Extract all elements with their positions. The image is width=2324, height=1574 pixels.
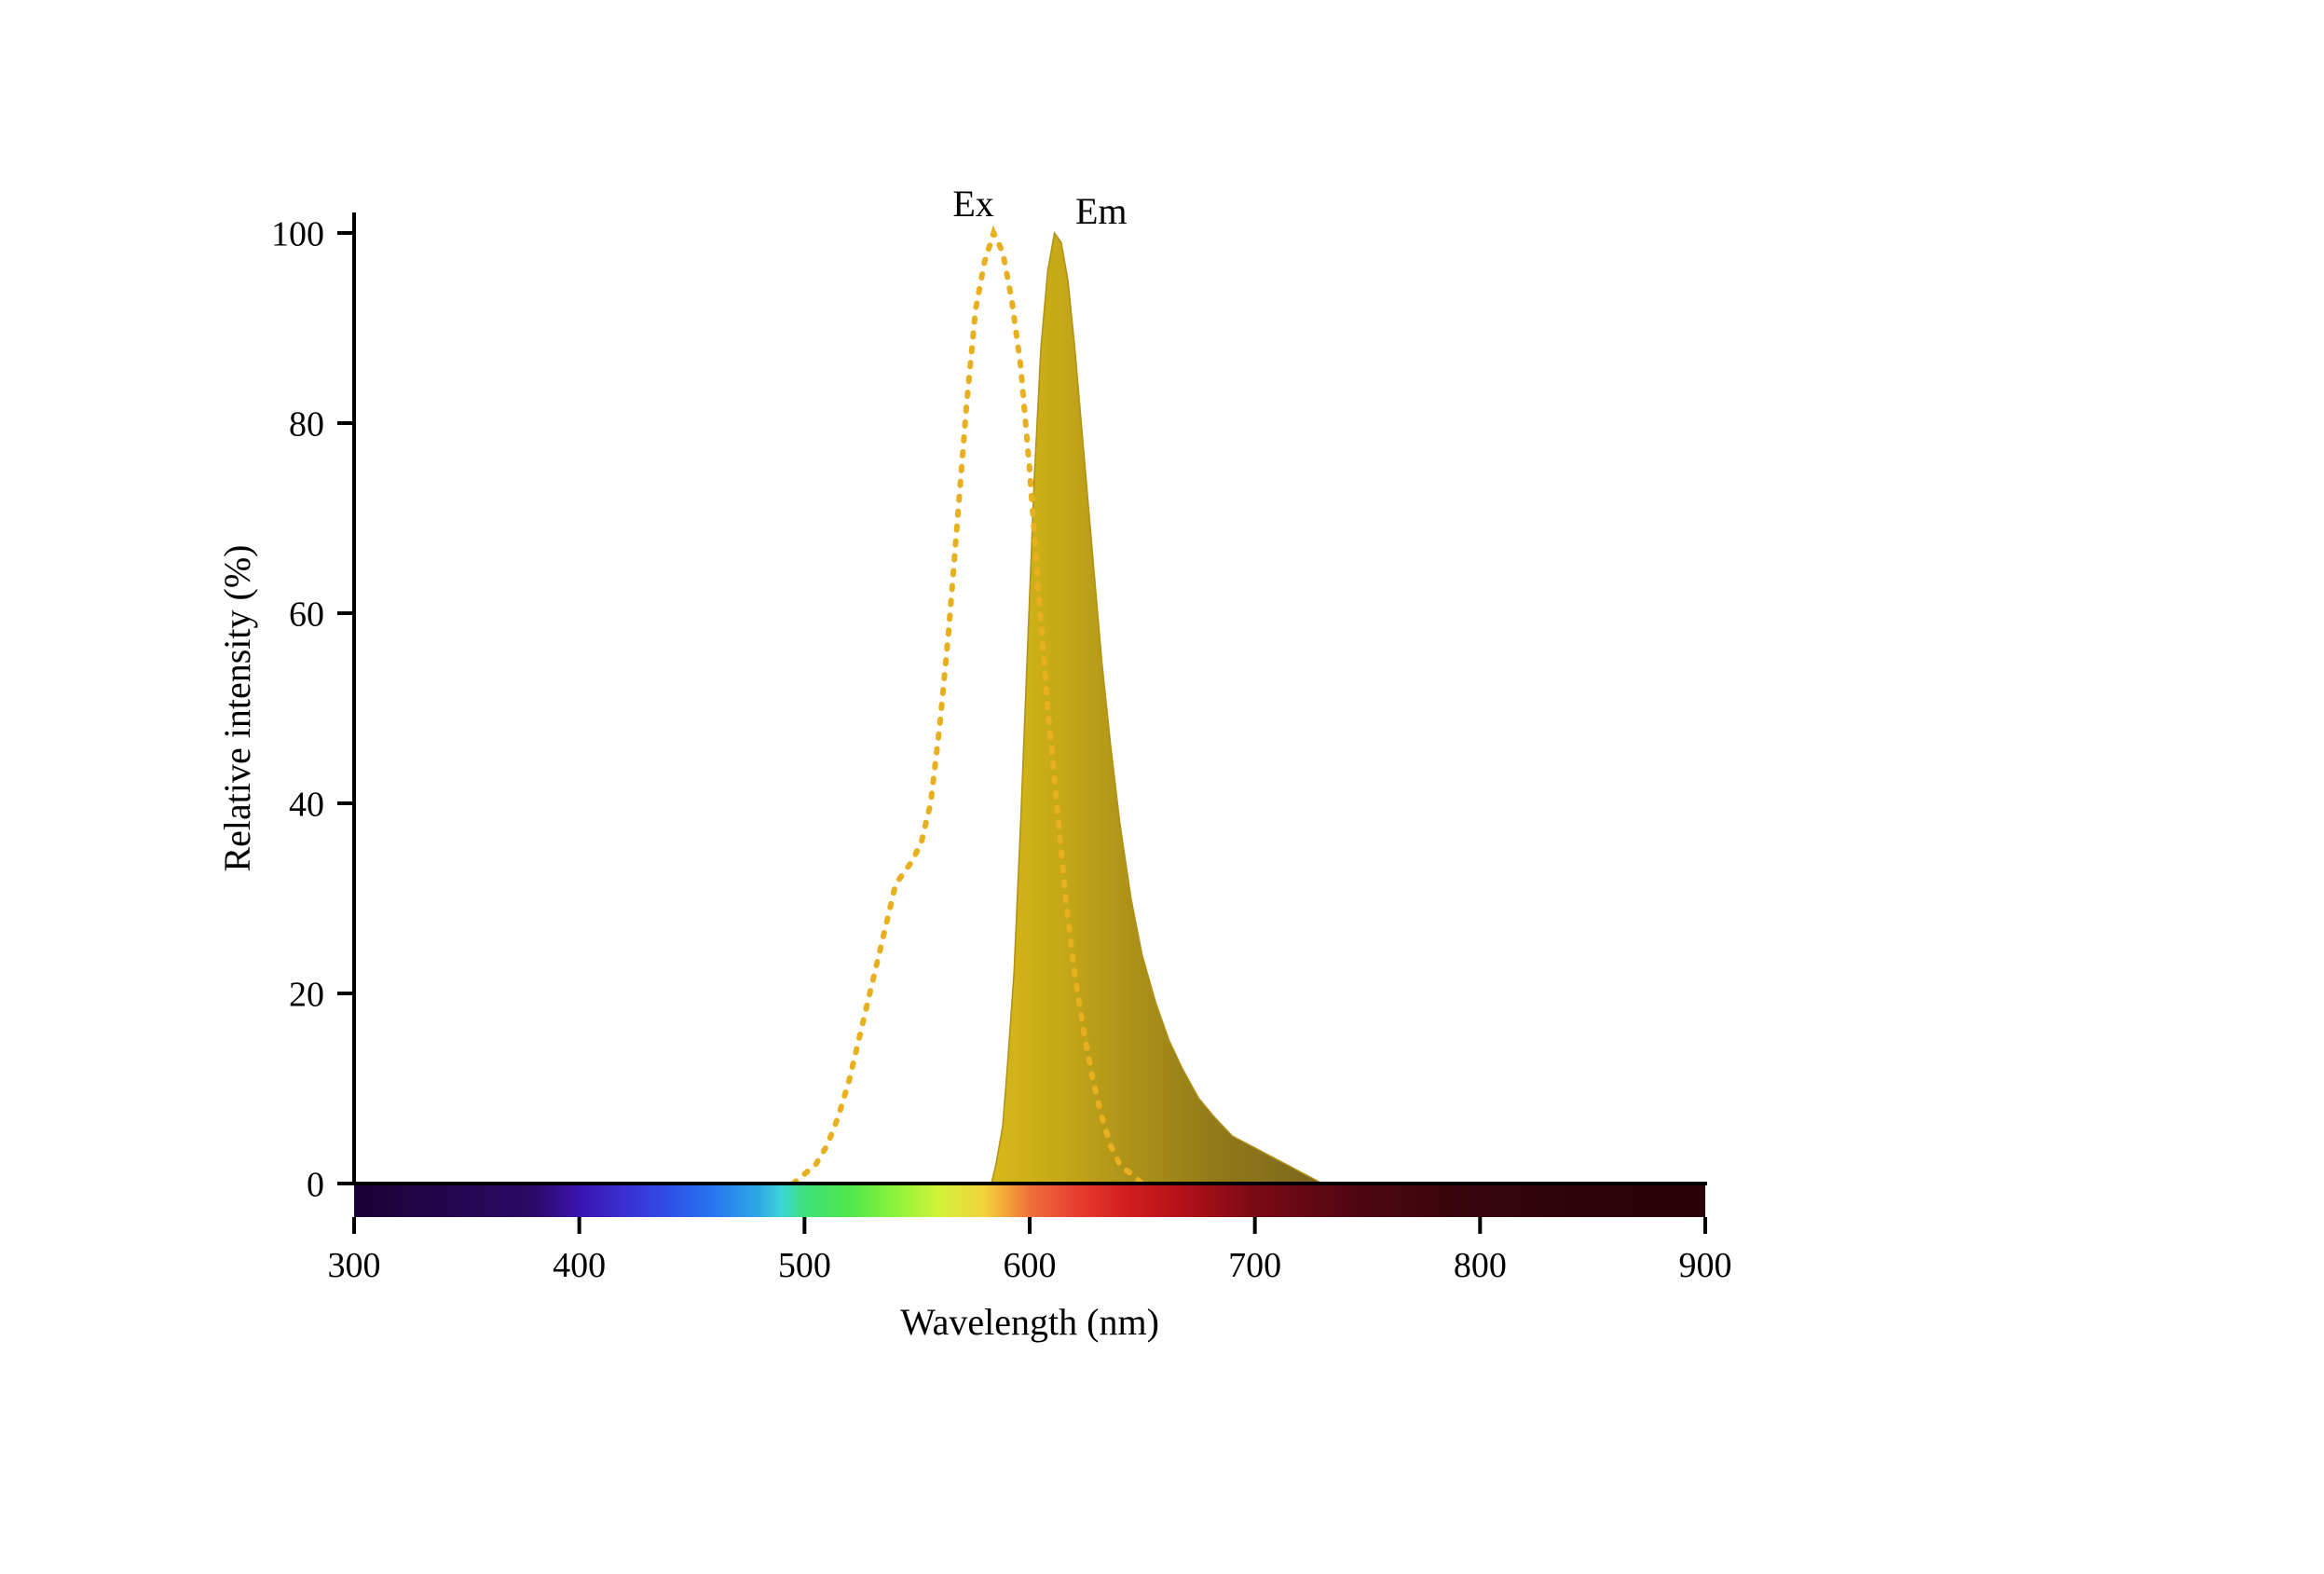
y-tick-label: 20: [289, 975, 324, 1014]
spectrum-bar: [354, 1184, 1705, 1217]
y-tick-label: 60: [289, 595, 324, 634]
x-tick-label: 300: [328, 1246, 381, 1285]
emission-curve: [991, 233, 1322, 1184]
y-axis-label: Relative intensity (%): [216, 544, 258, 871]
x-tick-label: 400: [553, 1246, 606, 1285]
x-tick-label: 700: [1228, 1246, 1281, 1285]
y-tick-label: 80: [289, 404, 324, 444]
x-axis-label: Wavelength (nm): [900, 1301, 1159, 1343]
y-tick-label: 40: [289, 785, 324, 824]
y-tick-label: 0: [307, 1165, 324, 1204]
x-tick-label: 600: [1004, 1246, 1057, 1285]
x-tick-label: 900: [1679, 1246, 1732, 1285]
emission-label: Em: [1075, 190, 1128, 232]
x-tick-label: 500: [778, 1246, 831, 1285]
spectrum-chart: 300 400 500 600 700 800 900 0 20 40 60 80 100 Wavelen…: [0, 0, 2324, 1574]
y-tick-label: 100: [271, 214, 324, 253]
excitation-label: Ex: [952, 183, 993, 225]
x-tick-label: 800: [1454, 1246, 1507, 1285]
